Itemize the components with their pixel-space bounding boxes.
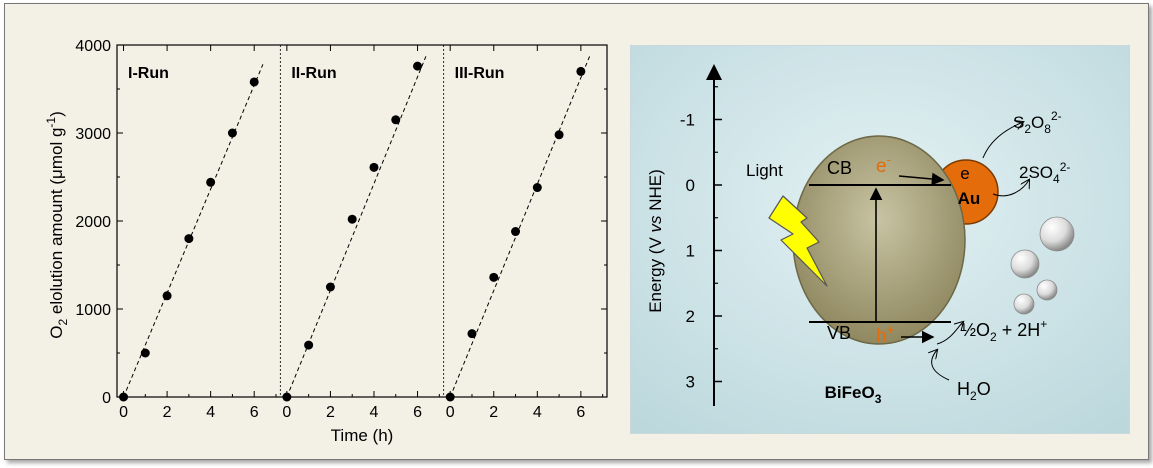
bubble-icon: [1010, 249, 1040, 279]
vb-label: VB: [827, 323, 851, 343]
y-tick-label: 3000: [75, 126, 111, 143]
data-point: [206, 177, 216, 187]
energy-axis-label: Energy (V vs NHE): [646, 169, 665, 313]
data-point: [325, 282, 335, 292]
panel-label: II-Run: [291, 65, 336, 82]
panel-label: I-Run: [128, 65, 169, 82]
y-tick-label: 2000: [75, 214, 111, 231]
data-point: [532, 183, 542, 193]
bubble-icon: [1036, 279, 1058, 301]
data-point: [249, 77, 259, 87]
electron-transfer-arrow: [898, 172, 945, 186]
panel-dividers: [279, 45, 445, 397]
data-point: [227, 128, 237, 138]
data-point: [576, 66, 586, 76]
data-point: [162, 291, 172, 301]
x-tick-label: 0: [446, 404, 455, 421]
x-tick-label: 0: [282, 404, 291, 421]
plot-frame: [116, 44, 608, 398]
au-label: Au: [958, 189, 981, 208]
energy-tick-label: 2: [686, 307, 695, 326]
data-point: [489, 272, 499, 282]
data-point: [511, 227, 521, 237]
band-diagram: -1 0 1 2 3 Energy (V vs NHE) CB VB e- h+ e A…: [631, 46, 1129, 433]
x-tick-label: 6: [250, 404, 259, 421]
band-diagram-panel: -1 0 1 2 3 Energy (V vs NHE) CB VB e- h+ e A…: [630, 45, 1130, 434]
data-point: [140, 348, 150, 358]
x-tick-label: 2: [163, 404, 172, 421]
x-tick-label: 2: [326, 404, 335, 421]
y-tick-label: 0: [102, 390, 111, 407]
energy-tick-label: -1: [680, 111, 695, 130]
au-electron-label: e: [960, 164, 969, 183]
data-point: [347, 214, 357, 224]
x-tick-label: 6: [576, 404, 585, 421]
so4-reaction-arrow: [992, 180, 1029, 197]
x-tick-label: 4: [533, 404, 542, 421]
bubble-icon: [1039, 216, 1075, 252]
data-point: [467, 329, 477, 339]
data-point: [391, 115, 401, 125]
electron-label: e-: [876, 152, 891, 177]
cb-label: CB: [827, 158, 852, 178]
x-tick-label: 4: [370, 404, 379, 421]
x-axis-label: Time (h): [331, 426, 394, 445]
bifeo3-label: BiFeO3: [825, 383, 882, 406]
data-points: [119, 61, 586, 402]
energy-tick-label: 0: [686, 176, 695, 195]
data-point: [304, 340, 314, 350]
axis-ticks: 0 1000 2000 3000 4000 0 2 4 6 0 2 4 6 0 2 4 6: [75, 38, 607, 421]
panel-label: III-Run: [455, 65, 505, 82]
s2o8-reaction-arrow: [982, 122, 1023, 159]
sulfate-label: 2SO42-: [1019, 160, 1070, 186]
x-tick-label: 6: [413, 404, 422, 421]
energy-tick-label: 3: [686, 373, 695, 392]
panel-labels: I-Run II-Run III-Run: [128, 65, 504, 82]
x-tick-label: 4: [206, 404, 215, 421]
energy-tick-label: 1: [686, 242, 695, 261]
fit-line: [123, 64, 264, 397]
fit-line: [286, 55, 427, 397]
y-tick-label: 4000: [75, 38, 111, 55]
data-point: [554, 130, 564, 140]
data-point: [369, 162, 379, 172]
y-tick-label: 1000: [75, 302, 111, 319]
energy-axis-ticks: -1 0 1 2 3: [680, 86, 722, 392]
x-tick-label: 0: [119, 404, 128, 421]
hole-label: h+: [876, 322, 894, 347]
o2-evolution-chart: 0 1000 2000 3000 4000 0 2 4 6 0 2 4 6 0 2 4 6 I-Run II-Ru…: [44, 38, 608, 445]
data-point: [184, 234, 194, 244]
y-axis-label: O2 elolution amount (μmol g-1): [44, 111, 70, 339]
persulfate-label: S2O82-: [1013, 109, 1062, 136]
lightning-bolt-icon: [768, 195, 828, 287]
fit-line: [449, 56, 591, 397]
fit-lines: [123, 55, 591, 397]
water-label: H2O: [957, 379, 991, 403]
o2-reaction-arrow: [936, 322, 963, 345]
oxygen-product-label: ½O2 + 2H+: [961, 317, 1047, 344]
bubble-icon: [1013, 293, 1035, 315]
x-tick-label: 2: [489, 404, 498, 421]
h2o-reaction-arrow: [932, 350, 950, 381]
chart-plot-area: [116, 44, 608, 398]
data-point: [413, 61, 423, 71]
light-label: Light: [746, 161, 783, 180]
